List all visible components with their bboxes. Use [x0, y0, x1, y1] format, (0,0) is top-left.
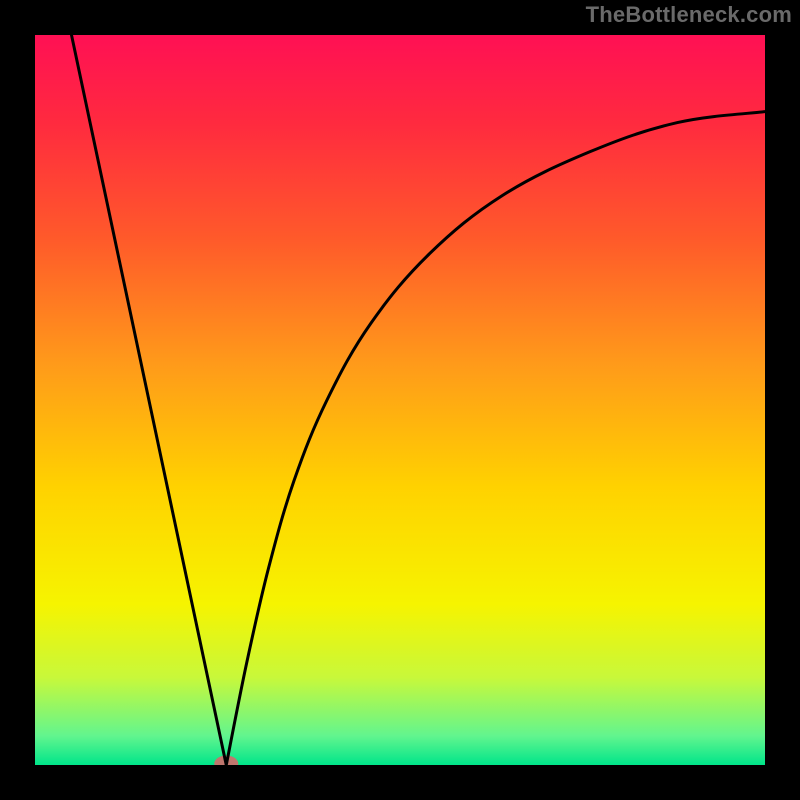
plot-background-gradient [35, 35, 765, 765]
watermark-text: TheBottleneck.com [586, 2, 792, 28]
bottleneck-chart [0, 0, 800, 800]
chart-container: TheBottleneck.com [0, 0, 800, 800]
